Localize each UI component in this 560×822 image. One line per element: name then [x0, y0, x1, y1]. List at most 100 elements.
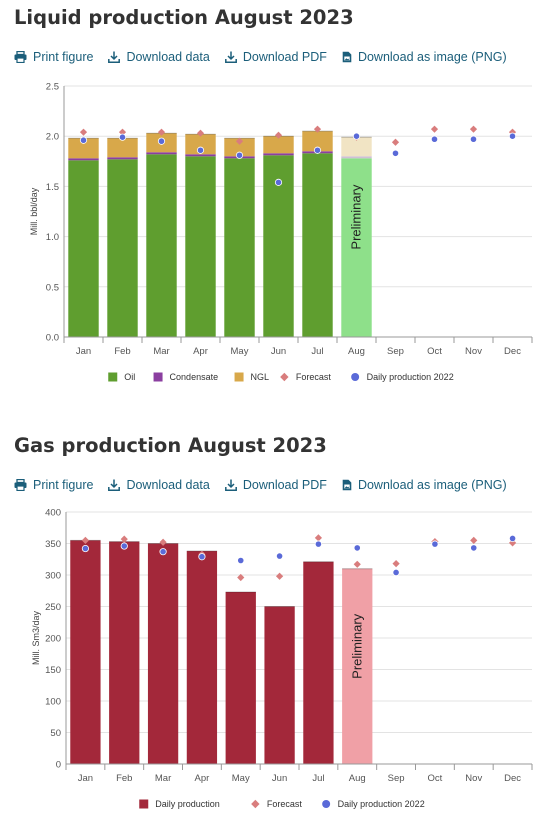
- gas-daily-2022-point[interactable]: [275, 552, 284, 560]
- download-icon: [224, 479, 237, 491]
- liquid-forecast-point[interactable]: [235, 137, 244, 145]
- liquid-forecast-point[interactable]: [157, 128, 166, 136]
- gas-daily-2022-point[interactable]: [392, 568, 400, 577]
- liquid-bar-ngl[interactable]: [68, 138, 99, 159]
- liquid-bar-condensate[interactable]: [146, 152, 177, 155]
- liquid-legend-item-forecast[interactable]: Forecast: [280, 372, 331, 382]
- liquid-xtick-label: Jul: [311, 346, 323, 357]
- liquid-forecast-point[interactable]: [430, 125, 439, 133]
- liquid-bar-oil[interactable]: [302, 153, 333, 337]
- gas-daily-2022-point[interactable]: [431, 540, 439, 548]
- liquid-bar-ngl[interactable]: [224, 138, 255, 157]
- liquid-bar-ngl[interactable]: [302, 131, 333, 152]
- gas-bar-daily-production[interactable]: [225, 592, 256, 764]
- liquid-bar-ngl[interactable]: [107, 138, 138, 158]
- liquid-ylabel: Mill. bbl/day: [29, 187, 39, 235]
- gas-xtick-label: Mar: [155, 773, 171, 784]
- gas-forecast-point[interactable]: [353, 560, 361, 568]
- gas-ylabel: Mill. Sm3/day: [31, 610, 41, 665]
- gas-legend-item-forecast[interactable]: Forecast: [251, 799, 302, 809]
- liquid-forecast-point[interactable]: [469, 125, 478, 133]
- gas-bar-daily-production[interactable]: [109, 541, 140, 764]
- liquid-forecast-point[interactable]: [79, 128, 88, 136]
- liquid-daily-2022-point[interactable]: [235, 151, 244, 159]
- liquid-daily-2022-point[interactable]: [79, 136, 88, 144]
- liquid-bar-condensate[interactable]: [263, 153, 294, 156]
- liquid-bar-ngl[interactable]: [341, 137, 372, 157]
- gas-bar-daily-production[interactable]: [147, 543, 179, 765]
- gas-ytick-label: 0: [56, 760, 61, 771]
- liquid-chart: 0.0 0.5 1.0 1.5 2.0 2.5 Mill. bbl/day Prelimina…: [29, 82, 533, 382]
- liquid-bar-ngl[interactable]: [263, 136, 294, 154]
- liquid-section: Liquid production August 2023 Print figu…: [0, 0, 560, 400]
- gas-forecast-point[interactable]: [275, 572, 284, 580]
- liquid-bar-oil[interactable]: [146, 154, 177, 337]
- liquid-daily-2022-point[interactable]: [352, 132, 361, 140]
- liquid-download-data-button[interactable]: Download data: [108, 50, 210, 64]
- liquid-print-button[interactable]: Print figure: [14, 50, 93, 64]
- liquid-daily-2022-point[interactable]: [430, 135, 439, 143]
- liquid-forecast-point[interactable]: [118, 128, 127, 136]
- liquid-download-pdf-button[interactable]: Download PDF: [224, 50, 327, 64]
- liquid-forecast-point[interactable]: [391, 138, 400, 146]
- gas-forecast-point[interactable]: [159, 538, 167, 546]
- liquid-forecast-point[interactable]: [313, 125, 322, 133]
- gas-daily-2022-point[interactable]: [198, 553, 206, 561]
- gas-daily-2022-point[interactable]: [508, 534, 517, 543]
- gas-xtick-label: Dec: [504, 773, 521, 784]
- liquid-bar-condensate[interactable]: [341, 156, 372, 159]
- gas-download-data-button[interactable]: Download data: [108, 478, 210, 492]
- liquid-daily-2022-point[interactable]: [118, 133, 127, 141]
- liquid-bar-condensate[interactable]: [107, 157, 138, 160]
- gas-forecast-point[interactable]: [314, 534, 323, 542]
- gas-legend-item-daily-production[interactable]: Daily production: [139, 799, 220, 809]
- gas-daily-2022-point[interactable]: [81, 544, 90, 553]
- gas-forecast-point[interactable]: [120, 535, 128, 543]
- liquid-legend-item-oil[interactable]: Oil: [108, 372, 135, 382]
- gas-print-button[interactable]: Print figure: [14, 478, 93, 492]
- gas-download-png-button[interactable]: Download as image (PNG): [342, 478, 507, 492]
- gas-ytick-label: 350: [45, 539, 61, 550]
- liquid-legend-item-ngl[interactable]: NGL: [234, 372, 270, 382]
- liquid-bar-oil[interactable]: [341, 158, 372, 337]
- liquid-bar-oil[interactable]: [107, 159, 138, 337]
- gas-bar-daily-production[interactable]: [70, 540, 101, 764]
- gas-ytick-label: 200: [45, 634, 61, 645]
- gas-forecast-point[interactable]: [392, 560, 400, 568]
- gas-bar-daily-production[interactable]: [303, 561, 334, 764]
- liquid-bar-oil[interactable]: [185, 156, 216, 337]
- liquid-legend-label: NGL: [251, 372, 270, 382]
- gas-daily-2022-point[interactable]: [237, 556, 245, 565]
- gas-forecast-point[interactable]: [470, 536, 478, 544]
- liquid-bar-ngl[interactable]: [185, 134, 216, 155]
- gas-daily-2022-point[interactable]: [159, 548, 167, 556]
- liquid-bar-oil[interactable]: [224, 158, 255, 337]
- gas-legend-item-daily-production-2022[interactable]: Daily production 2022: [322, 799, 425, 809]
- liquid-forecast-point[interactable]: [274, 131, 283, 139]
- gas-download-pdf-button[interactable]: Download PDF: [224, 478, 327, 492]
- liquid-daily-2022-point[interactable]: [313, 146, 322, 154]
- gas-daily-2022-point[interactable]: [470, 544, 478, 552]
- liquid-daily-2022-point[interactable]: [196, 146, 205, 154]
- liquid-daily-2022-point[interactable]: [508, 132, 517, 140]
- liquid-bar-oil[interactable]: [68, 160, 99, 337]
- liquid-daily-2022-point[interactable]: [274, 178, 283, 186]
- printer-icon: [14, 51, 27, 63]
- gas-bar-daily-production[interactable]: [342, 568, 373, 764]
- liquid-daily-2022-point[interactable]: [469, 135, 478, 143]
- liquid-legend-item-daily-production-2022[interactable]: Daily production 2022: [351, 372, 454, 382]
- liquid-daily-2022-point[interactable]: [157, 137, 166, 145]
- liquid-legend-item-condensate[interactable]: Condensate: [153, 372, 219, 382]
- liquid-daily-2022-point[interactable]: [391, 149, 400, 157]
- liquid-bar-condensate[interactable]: [68, 158, 99, 161]
- gas-daily-2022-point[interactable]: [314, 540, 323, 548]
- gas-daily-2022-point[interactable]: [120, 542, 128, 550]
- liquid-download-png-button[interactable]: Download as image (PNG): [342, 50, 507, 64]
- liquid-bar-condensate[interactable]: [185, 154, 216, 157]
- liquid-forecast-point[interactable]: [196, 129, 205, 137]
- gas-bar-daily-production[interactable]: [264, 606, 295, 765]
- gas-bar-daily-production[interactable]: [186, 551, 218, 764]
- gas-daily-2022-point[interactable]: [353, 544, 361, 552]
- gas-ytick-label: 300: [45, 571, 61, 582]
- gas-legend-label: Forecast: [267, 799, 303, 809]
